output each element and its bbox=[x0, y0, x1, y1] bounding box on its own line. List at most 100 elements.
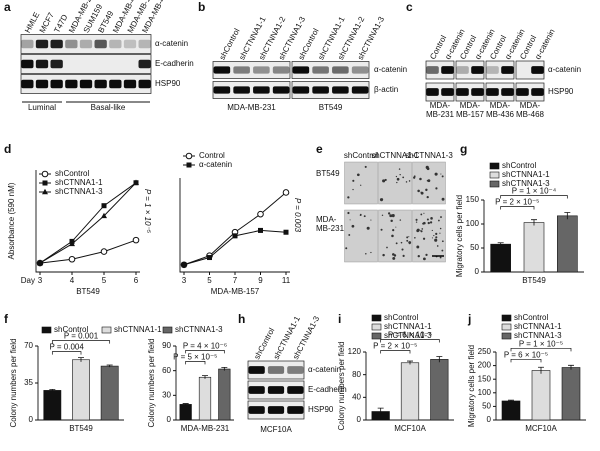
significance-bracket bbox=[185, 361, 206, 365]
error-bar bbox=[407, 360, 413, 365]
band-label: α-catenin bbox=[548, 65, 581, 74]
x-axis-prefix: Day bbox=[21, 276, 35, 285]
cell-dot bbox=[387, 212, 391, 215]
blot-band bbox=[456, 88, 469, 96]
error-bar bbox=[436, 356, 443, 363]
blot-band bbox=[351, 66, 369, 74]
cell-dot bbox=[435, 232, 438, 236]
y-axis-label: Colony numbers per field bbox=[337, 342, 346, 431]
cell-dot bbox=[440, 216, 442, 218]
cell-dot bbox=[415, 218, 418, 221]
bar bbox=[198, 376, 212, 421]
data-point bbox=[37, 259, 43, 266]
data-point bbox=[42, 188, 48, 195]
legend-swatch bbox=[371, 332, 382, 340]
cell-dot bbox=[370, 251, 372, 254]
cell-dot bbox=[431, 237, 433, 239]
error-bar bbox=[538, 366, 544, 374]
legend-label: shCTNNA1-1 bbox=[114, 325, 162, 334]
blot-band bbox=[471, 66, 484, 74]
cell-dot bbox=[434, 238, 438, 242]
error-bar bbox=[568, 364, 574, 370]
x-axis-label: MCF10A bbox=[525, 424, 557, 433]
y-axis-label: Migratory cells per field bbox=[455, 195, 464, 277]
y-tick-label: 0 bbox=[29, 415, 34, 424]
blot-band bbox=[65, 39, 78, 49]
band-label: HSP90 bbox=[155, 79, 181, 88]
bar bbox=[43, 390, 62, 421]
bar bbox=[400, 362, 420, 421]
x-tick-label: 3 bbox=[38, 276, 43, 285]
blot-band bbox=[138, 59, 151, 69]
blot-band bbox=[332, 66, 349, 74]
cell-dot bbox=[417, 254, 420, 258]
cell-dot bbox=[417, 189, 420, 193]
blot-band bbox=[441, 66, 454, 74]
legend-label: shCTNNA1-3 bbox=[502, 179, 550, 188]
legend-label: shControl bbox=[514, 313, 548, 322]
annotation: P = 1 × 10⁻⁴ bbox=[512, 187, 557, 196]
blot-band bbox=[471, 88, 484, 96]
cell-dot bbox=[352, 179, 355, 182]
blot-panel bbox=[515, 60, 545, 80]
axis-line bbox=[179, 178, 290, 273]
significance-bracket bbox=[510, 347, 572, 352]
cell-dot bbox=[414, 236, 416, 239]
legend-swatch bbox=[371, 314, 382, 322]
cell-dot bbox=[439, 227, 442, 230]
image-column-label: shControl bbox=[344, 151, 378, 160]
bar bbox=[531, 370, 551, 421]
group-label: MB-231 bbox=[426, 110, 455, 119]
cell-dot bbox=[381, 198, 384, 200]
panel-letter: h bbox=[238, 312, 245, 326]
blot-band bbox=[272, 66, 290, 74]
y-tick-label: 0 bbox=[475, 267, 480, 276]
y-tick-label: 100 bbox=[478, 388, 492, 397]
cell-dot bbox=[381, 214, 384, 216]
panel-letter: a bbox=[4, 0, 11, 14]
cell-dot bbox=[416, 228, 420, 232]
group-label: MB-468 bbox=[516, 110, 545, 119]
axis-line bbox=[35, 170, 140, 273]
cell-dot bbox=[420, 213, 423, 216]
band-label: α-catenin bbox=[374, 65, 407, 74]
cell-dot bbox=[363, 215, 366, 218]
x-tick-label: 7 bbox=[233, 276, 238, 285]
cell-dot bbox=[439, 232, 441, 234]
bar bbox=[72, 359, 90, 421]
data-point bbox=[133, 179, 139, 185]
group-label: MDA- bbox=[490, 101, 511, 110]
error-bar bbox=[377, 407, 384, 415]
cell-dot bbox=[420, 191, 424, 195]
cell-dot bbox=[425, 188, 428, 192]
image-row-label: MDA- bbox=[316, 215, 337, 224]
legend-swatch bbox=[101, 326, 112, 334]
bar bbox=[501, 400, 521, 421]
cell-dot bbox=[398, 168, 401, 170]
cell-dot bbox=[406, 236, 409, 239]
band-label: E-cadherin bbox=[308, 385, 347, 394]
blot-panel bbox=[425, 60, 455, 80]
y-tick-label: 150 bbox=[478, 374, 492, 383]
lane-label: α-catenin bbox=[533, 27, 556, 60]
blot-band bbox=[35, 59, 49, 69]
bar bbox=[430, 359, 449, 421]
significance-bracket bbox=[51, 340, 111, 344]
cell-dot bbox=[408, 180, 411, 182]
cell-dot bbox=[352, 188, 354, 191]
cell-dot bbox=[347, 211, 350, 215]
series-line bbox=[183, 192, 287, 266]
blot-band bbox=[312, 66, 329, 74]
x-axis-label: MDA-MB-157 bbox=[211, 287, 260, 296]
cell-dot bbox=[405, 181, 408, 183]
data-point bbox=[132, 236, 140, 244]
cell-dot bbox=[441, 240, 444, 243]
cell-dot bbox=[431, 229, 433, 232]
annotation: P = 0.004 bbox=[50, 343, 85, 352]
legend-swatch bbox=[41, 326, 52, 334]
micrograph bbox=[412, 161, 446, 205]
blot-band bbox=[109, 79, 122, 89]
cell-dot bbox=[392, 256, 396, 260]
cell-dot bbox=[433, 234, 435, 237]
cell-dot bbox=[400, 241, 403, 244]
